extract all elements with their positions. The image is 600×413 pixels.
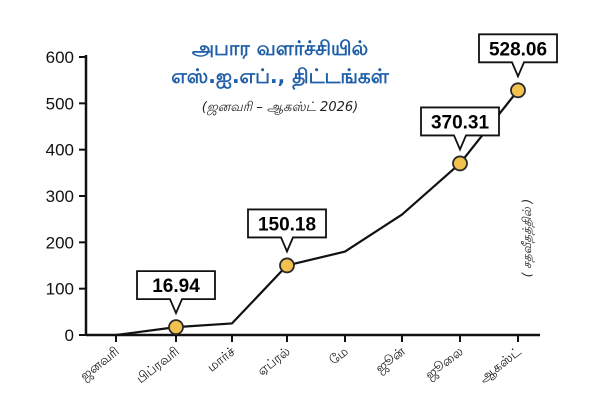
data-point-marker bbox=[510, 82, 526, 99]
x-tick-label: பிப்ரவரி bbox=[134, 344, 183, 387]
data-callout-box bbox=[420, 106, 500, 152]
chart-title-line1: அபார வளர்ச்சியில் bbox=[191, 36, 369, 60]
data-label: 370.31 bbox=[431, 112, 490, 133]
chart-subtitle: (ஜனவரி – ஆகஸ்ட் 2026) bbox=[201, 100, 359, 115]
series-line bbox=[115, 89, 519, 337]
x-tick-label: மார்ச் bbox=[205, 344, 239, 375]
data-label: 150.18 bbox=[258, 214, 316, 235]
data-callout-box bbox=[478, 33, 558, 79]
y-tick-label: 100 bbox=[46, 280, 74, 299]
x-tick-label: மே bbox=[327, 344, 352, 368]
data-point-marker bbox=[279, 257, 295, 274]
x-tick-label: ஜூன் bbox=[373, 344, 409, 377]
y-tick-label: 300 bbox=[46, 187, 74, 206]
x-tick-label: ஏப்ரல் bbox=[255, 344, 294, 379]
data-callout-box bbox=[247, 208, 327, 254]
data-label: 528.06 bbox=[489, 39, 547, 60]
x-tick-label: ஜூலை bbox=[423, 344, 467, 383]
x-tick-label: ஜனவரி bbox=[78, 344, 123, 384]
y-tick-label: 400 bbox=[46, 141, 74, 160]
data-label: 16.94 bbox=[152, 276, 200, 297]
y-tick-label: 600 bbox=[46, 48, 74, 67]
data-point-marker bbox=[168, 319, 184, 336]
y-tick-label: 500 bbox=[46, 94, 74, 113]
x-tick-label: ஆகஸ்ட் bbox=[477, 344, 525, 386]
data-point-marker bbox=[452, 155, 468, 172]
y-tick-label: 200 bbox=[46, 233, 74, 252]
chart-title-line2: எஸ்.ஐ.எப்., திட்டங்கள் bbox=[171, 64, 389, 88]
y-tick-label: 0 bbox=[65, 326, 74, 345]
data-callout-box bbox=[136, 270, 216, 316]
